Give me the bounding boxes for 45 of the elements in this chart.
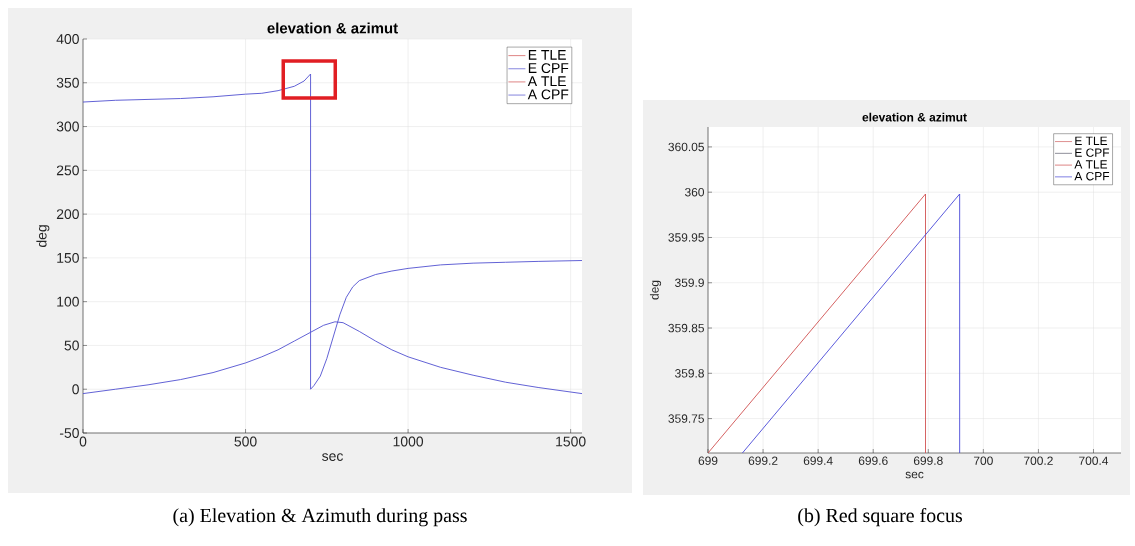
y-tick-label: 359.95 xyxy=(668,233,704,242)
y-tick-label: 359.75 xyxy=(668,414,704,423)
y-axis-title: deg xyxy=(649,280,662,300)
legend-label: E CPF xyxy=(1075,148,1110,157)
x-tick-label: 1000 xyxy=(393,436,424,447)
x-tick-label: 699.8 xyxy=(913,456,943,465)
x-axis-title: sec xyxy=(905,471,924,479)
x-tick-label: 700.4 xyxy=(1079,456,1109,465)
chart-title: elevation & azimut xyxy=(267,22,398,34)
legend-label: A TLE xyxy=(527,76,566,86)
y-tick-label: 200 xyxy=(56,209,79,220)
legend-label: E TLE xyxy=(1075,136,1108,145)
legend-label: E TLE xyxy=(528,50,566,60)
y-tick-label: 100 xyxy=(57,296,79,307)
y-tick-label: 0 xyxy=(72,384,79,395)
y-tick-label: 400 xyxy=(56,34,79,44)
x-tick-label: 500 xyxy=(234,436,257,447)
legend-label: A TLE xyxy=(1074,160,1108,169)
y-tick-label: 350 xyxy=(56,77,79,88)
legend-label: A CPF xyxy=(1074,171,1110,181)
y-axis-title: deg xyxy=(36,225,50,248)
y-tick-label: 300 xyxy=(56,121,79,132)
y-tick-label: 150 xyxy=(57,252,79,263)
x-axis-title: sec xyxy=(322,453,343,461)
y-tick-label: 359.85 xyxy=(668,323,704,333)
y-tick-label: 50 xyxy=(64,340,79,351)
y-tick-label: 359.8 xyxy=(675,369,704,378)
x-tick-label: 699.2 xyxy=(748,456,778,465)
text: (b) Red square focus xyxy=(798,507,963,527)
x-tick-label: 699 xyxy=(698,456,718,465)
y-tick-label: -50 xyxy=(59,428,79,438)
legend-label: E CPF xyxy=(528,63,569,74)
x-tick-label: 700.2 xyxy=(1024,456,1053,465)
x-tick-label: 1500 xyxy=(556,436,586,447)
y-tick-label: 360.05 xyxy=(668,142,704,152)
y-tick-label: 360 xyxy=(684,187,705,197)
x-tick-label: 700 xyxy=(973,456,993,465)
x-tick-label: 699.4 xyxy=(803,456,833,465)
y-tick-label: 359.9 xyxy=(675,278,704,287)
y-tick-label: 250 xyxy=(56,165,79,176)
x-tick-label: 0 xyxy=(79,436,87,447)
legend-label: A CPF xyxy=(527,89,569,100)
x-tick-label: 699.6 xyxy=(858,456,888,465)
text: (a) Elevation & Azimuth during pass xyxy=(173,508,467,527)
chart-title: elevation & azimut xyxy=(862,112,967,122)
